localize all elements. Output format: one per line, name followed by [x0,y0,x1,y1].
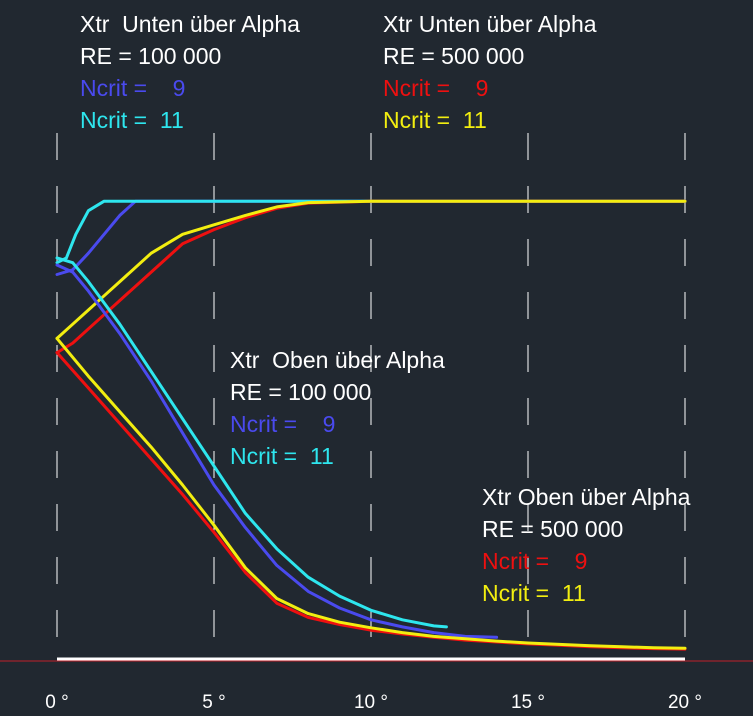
annotation-line: Ncrit = 11 [383,107,487,133]
series-line [55,199,687,355]
annotation-line: Ncrit = 11 [80,107,184,133]
x-tick-label: 20 ° [668,692,702,713]
series-line [55,256,448,629]
annotation-line: RE = 100 000 [230,379,372,405]
annotation-line: Ncrit = 11 [482,580,586,606]
annotation-line: Xtr Oben über Alpha [482,484,691,510]
series-line [55,199,687,340]
annotation-unten-re500k: Xtr Unten über Alpha RE = 500 000 Ncrit … [383,8,597,136]
annotation-line: Ncrit = 9 [383,75,489,101]
x-tick-labels: 0 ° 5 ° 10 ° 15 ° 20 ° [45,692,702,713]
annotation-line: Ncrit = 9 [230,411,336,437]
series-line [55,336,687,650]
x-tick-label: 10 ° [354,692,388,713]
annotation-line: Xtr Unten über Alpha [383,11,597,37]
annotation-line: RE = 500 000 [383,43,525,69]
annotation-line: Ncrit = 9 [482,548,588,574]
annotation-line: Ncrit = 9 [80,75,186,101]
x-tick-label: 15 ° [511,692,545,713]
series-group [55,199,687,651]
annotation-line: RE = 100 000 [80,43,222,69]
annotation-line: Ncrit = 11 [230,443,334,469]
x-tick-label: 0 ° [45,692,68,713]
baseline-group [0,657,753,662]
series-line [55,263,499,639]
annotation-oben-re100k: Xtr Oben über Alpha RE = 100 000 Ncrit =… [230,344,445,472]
grid-lines [56,133,686,654]
annotation-line: Xtr Oben über Alpha [230,347,445,373]
annotation-oben-re500k: Xtr Oben über Alpha RE = 500 000 Ncrit =… [482,481,690,609]
annotation-unten-re100k: Xtr Unten über Alpha RE = 100 000 Ncrit … [80,8,300,136]
x-tick-label: 5 ° [202,692,225,713]
annotation-line: Xtr Unten über Alpha [80,11,300,37]
annotation-line: RE = 500 000 [482,516,624,542]
